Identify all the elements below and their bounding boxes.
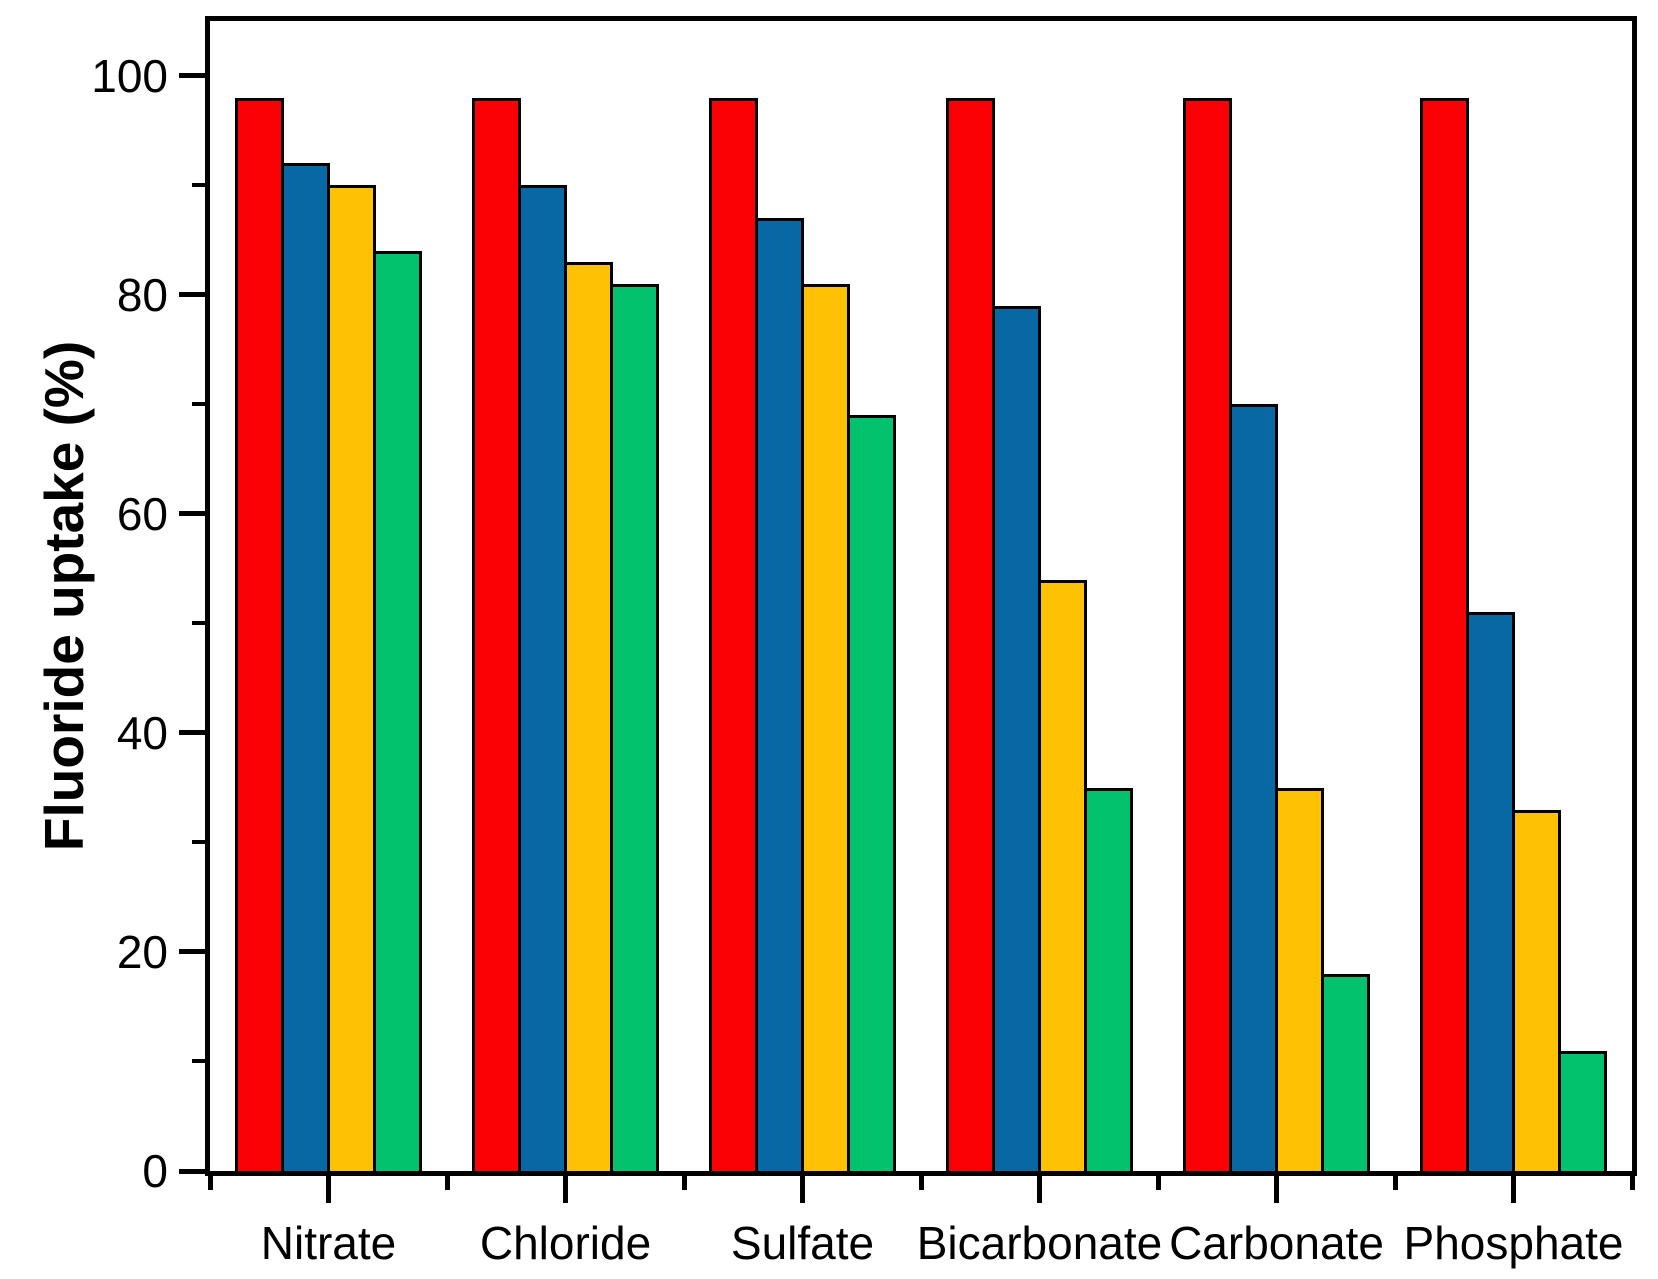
bar-blue-nitrate bbox=[281, 163, 330, 1171]
bar-yellow-carbonate bbox=[1275, 787, 1324, 1171]
x-center-tick-sulfate bbox=[800, 1176, 805, 1203]
y-major-tick-60 bbox=[179, 511, 205, 517]
bar-red-sulfate bbox=[709, 97, 758, 1171]
bar-green-chloride bbox=[610, 283, 659, 1171]
bar-yellow-nitrate bbox=[327, 185, 376, 1171]
bar-red-nitrate bbox=[235, 97, 284, 1171]
bar-group-bicarbonate bbox=[921, 21, 1158, 1171]
bar-red-phosphate bbox=[1420, 97, 1469, 1171]
y-minor-tick-10 bbox=[192, 1059, 205, 1064]
bar-blue-sulfate bbox=[755, 218, 804, 1171]
bar-blue-carbonate bbox=[1229, 404, 1278, 1171]
bar-group-sulfate bbox=[684, 21, 921, 1171]
y-major-tick-0 bbox=[179, 1168, 205, 1174]
y-minor-tick-70 bbox=[192, 402, 205, 407]
x-boundary-tick-1 bbox=[444, 1176, 450, 1190]
x-center-tick-nitrate bbox=[326, 1176, 331, 1203]
bar-blue-phosphate bbox=[1466, 612, 1515, 1171]
x-boundary-tick-6 bbox=[1629, 1176, 1635, 1190]
y-axis-title: Fluoride uptake (%) bbox=[33, 340, 95, 852]
bar-green-sulfate bbox=[847, 415, 896, 1171]
y-tick-label-100: 100 bbox=[91, 49, 168, 102]
bar-green-nitrate bbox=[373, 251, 422, 1171]
x-category-label-chloride: Chloride bbox=[479, 1217, 652, 1269]
y-major-tick-100 bbox=[179, 73, 205, 79]
y-major-tick-20 bbox=[179, 949, 205, 955]
x-category-label-sulfate: Sulfate bbox=[730, 1217, 875, 1269]
bar-group-carbonate bbox=[1158, 21, 1395, 1171]
x-boundary-tick-4 bbox=[1155, 1176, 1161, 1190]
x-boundary-tick-0 bbox=[207, 1176, 213, 1190]
y-tick-label-20: 20 bbox=[116, 925, 168, 978]
bar-yellow-chloride bbox=[564, 261, 613, 1171]
bar-green-carbonate bbox=[1321, 973, 1370, 1171]
x-category-label-nitrate: Nitrate bbox=[260, 1217, 397, 1269]
plot-area bbox=[205, 16, 1637, 1176]
x-category-label-bicarbonate: Bicarbonate bbox=[916, 1217, 1163, 1269]
bar-yellow-sulfate bbox=[801, 283, 850, 1171]
x-center-tick-chloride bbox=[563, 1176, 568, 1203]
y-major-tick-40 bbox=[179, 730, 205, 736]
bar-group-phosphate bbox=[1395, 21, 1632, 1171]
x-boundary-tick-2 bbox=[681, 1176, 687, 1190]
bar-blue-chloride bbox=[518, 185, 567, 1171]
y-minor-tick-30 bbox=[192, 840, 205, 845]
y-tick-label-60: 60 bbox=[116, 487, 168, 540]
x-category-label-carbonate: Carbonate bbox=[1169, 1217, 1384, 1269]
y-minor-tick-90 bbox=[192, 183, 205, 188]
x-center-tick-phosphate bbox=[1511, 1176, 1516, 1203]
bar-red-bicarbonate bbox=[946, 97, 995, 1171]
bar-blue-bicarbonate bbox=[992, 305, 1041, 1171]
x-boundary-tick-5 bbox=[1392, 1176, 1398, 1190]
y-tick-label-40: 40 bbox=[116, 706, 168, 759]
bar-yellow-bicarbonate bbox=[1038, 579, 1087, 1171]
x-center-tick-carbonate bbox=[1274, 1176, 1279, 1203]
x-center-tick-bicarbonate bbox=[1037, 1176, 1042, 1203]
bar-group-nitrate bbox=[210, 21, 447, 1171]
bar-green-bicarbonate bbox=[1084, 787, 1133, 1171]
bar-yellow-phosphate bbox=[1512, 809, 1561, 1171]
bar-red-chloride bbox=[472, 97, 521, 1171]
bar-green-phosphate bbox=[1558, 1050, 1607, 1171]
bar-group-chloride bbox=[447, 21, 684, 1171]
x-boundary-tick-3 bbox=[918, 1176, 924, 1190]
y-tick-label-80: 80 bbox=[116, 268, 168, 321]
y-minor-tick-50 bbox=[192, 621, 205, 626]
y-tick-label-0: 0 bbox=[142, 1145, 168, 1197]
bar-groups-container bbox=[210, 21, 1632, 1171]
bar-red-carbonate bbox=[1183, 97, 1232, 1171]
x-category-label-phosphate: Phosphate bbox=[1403, 1217, 1624, 1269]
y-major-tick-80 bbox=[179, 292, 205, 298]
